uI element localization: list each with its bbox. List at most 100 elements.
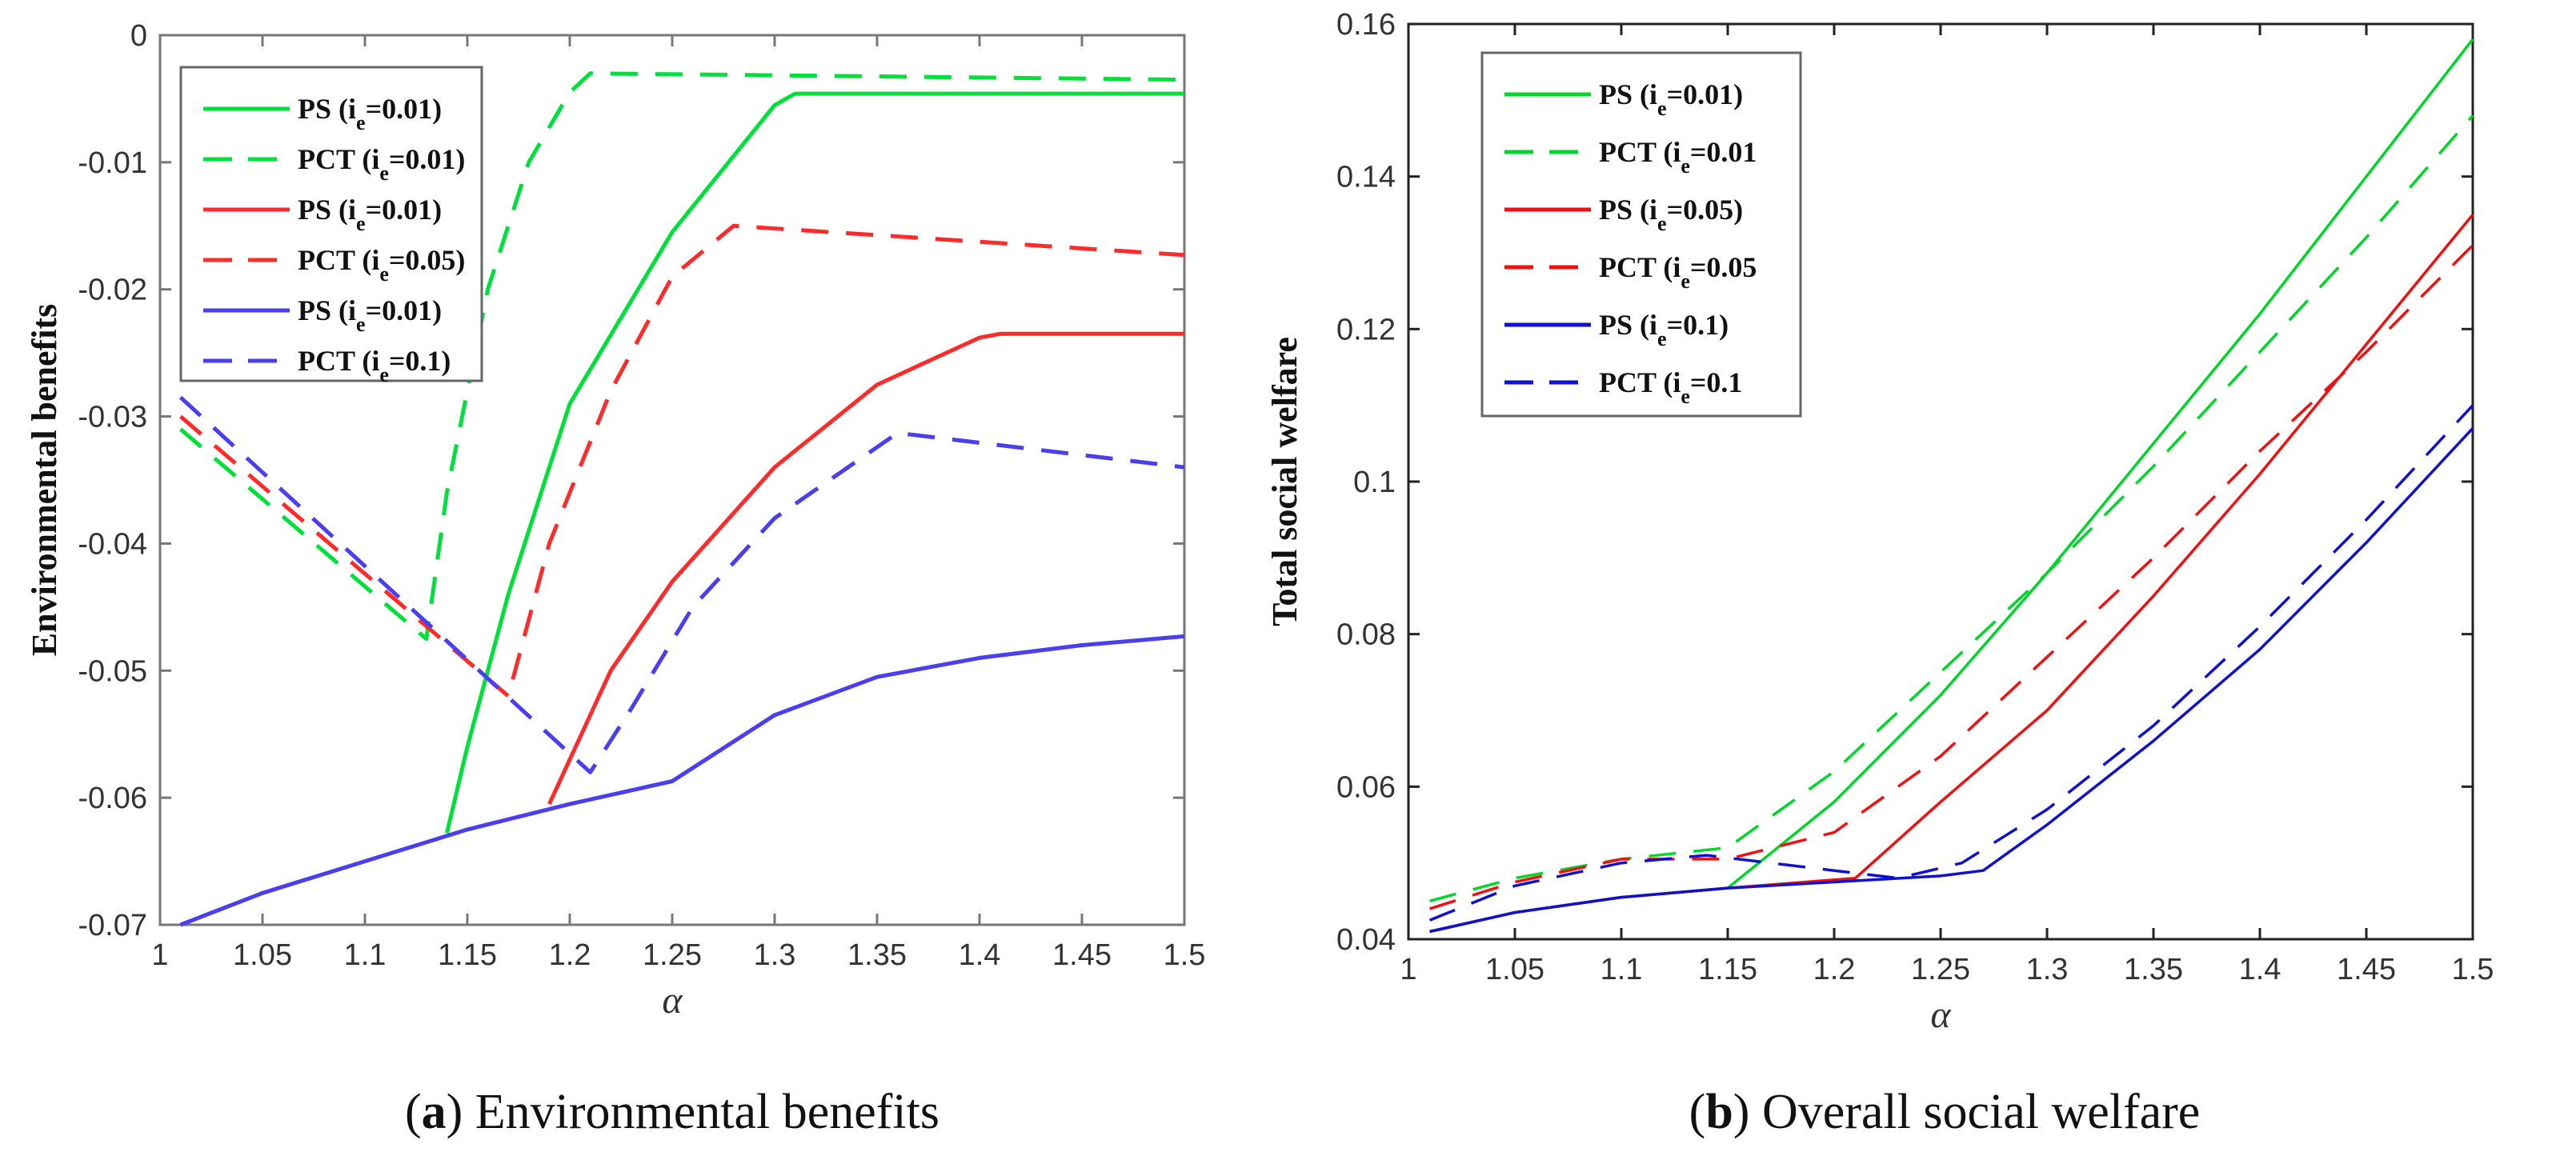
x-axis-label: α	[1930, 994, 1951, 1036]
caption: (a) Environmental benefits	[405, 1085, 939, 1139]
legend-label-main: PCT (i	[298, 244, 379, 276]
legend-label-sub: e	[379, 162, 389, 185]
legend-label-sub: e	[1657, 327, 1667, 350]
legend-label-main: PS (i	[298, 194, 356, 226]
legend-label-sub: e	[356, 212, 366, 235]
legend-label: PS (ie=0.01)	[298, 93, 442, 134]
x-tick-label: 1.45	[1052, 938, 1112, 972]
legend-item: PCT (ie=0.1)	[203, 345, 451, 386]
legend-item: PCT (ie=0.05	[1504, 251, 1757, 293]
legend-box	[179, 66, 483, 382]
legend-label-main: PS (i	[1599, 78, 1657, 110]
x-tick-label: 1	[1400, 953, 1416, 986]
x-tick-label: 1.05	[233, 938, 292, 972]
legend-item: PS (ie=0.01)	[203, 194, 442, 235]
x-tick-label: 1	[151, 938, 168, 972]
legend-label-main: PS (i	[298, 294, 356, 326]
legend-label: PCT (ie=0.1)	[298, 345, 451, 386]
legend-label: PS (ie=0.01)	[298, 294, 442, 336]
legend-label-sub: e	[379, 363, 389, 386]
series-line-0	[444, 91, 1184, 834]
y-axis-label: Total social welfare	[1265, 337, 1304, 626]
legend-label-end: =0.01)	[366, 294, 443, 326]
legend-item: PCT (ie=0.1	[1504, 366, 1742, 408]
x-tick-label: 1.4	[2239, 953, 2282, 986]
y-tick-label: 0.14	[1336, 161, 1396, 194]
x-tick-label: 1.15	[438, 938, 497, 972]
x-tick-label: 1.3	[754, 938, 796, 972]
caption-letter: b	[1705, 1085, 1733, 1139]
legend-label: PS (ie=0.05)	[1599, 194, 1743, 235]
x-tick-label: 1.25	[1911, 953, 1970, 986]
caption-text: Overall social welfare	[1762, 1085, 2200, 1139]
caption-paren-open: (	[405, 1085, 422, 1139]
legend-label: PCT (ie=0.01)	[298, 143, 465, 185]
x-tick-label: 1.2	[549, 938, 591, 972]
y-tick-label: -0.04	[78, 527, 147, 561]
legend-item: PCT (ie=0.01	[1504, 136, 1757, 178]
series-line-3	[1429, 244, 2474, 910]
legend-label-end: =0.1	[1690, 366, 1743, 398]
x-tick-label: 1.35	[2124, 953, 2183, 986]
legend-item: PS (ie=0.01)	[1504, 78, 1743, 120]
legend-label-main: PCT (i	[298, 345, 379, 377]
y-axis-label: Environmental benefits	[25, 304, 64, 656]
caption-paren-close: )	[1733, 1085, 1762, 1139]
x-tick-label: 1.05	[1485, 953, 1544, 986]
legend-label-end: =0.01)	[366, 93, 443, 125]
x-tick-label: 1.2	[1813, 953, 1856, 986]
legend-label-end: =0.1)	[1667, 309, 1729, 341]
legend-label-main: PS (i	[298, 93, 356, 125]
x-tick-label: 1.15	[1698, 953, 1757, 986]
legend-item: PS (ie=0.05)	[1504, 194, 1743, 235]
legend-label-sub: e	[1681, 385, 1690, 408]
y-tick-label: 0.1	[1353, 466, 1396, 499]
x-tick-label: 1.1	[344, 938, 387, 972]
series-line-5	[178, 395, 1185, 774]
y-tick-label: -0.05	[78, 654, 147, 688]
legend-label-end: =0.01)	[366, 194, 443, 226]
legend-label-end: =0.1)	[389, 345, 451, 377]
legend-label: PS (ie=0.01)	[1599, 78, 1743, 120]
legend-label: PCT (ie=0.1	[1599, 366, 1742, 408]
legend-item: PCT (ie=0.05)	[203, 244, 465, 286]
legend-label-sub: e	[379, 262, 389, 286]
series-line-3	[178, 223, 1185, 698]
y-tick-label: 0	[130, 19, 147, 53]
x-tick-label: 1.25	[643, 938, 702, 972]
y-tick-label: -0.03	[78, 401, 147, 434]
x-tick-label: 1.5	[1164, 938, 1206, 972]
series-line-5	[1428, 404, 2474, 922]
series-line-4	[179, 634, 1185, 927]
y-tick-label: -0.01	[78, 146, 147, 180]
legend-label-end: =0.01)	[1667, 78, 1744, 110]
legend-label: PCT (ie=0.05)	[298, 244, 465, 286]
caption: (b) Overall social welfare	[1689, 1085, 2201, 1139]
legend-label-main: PCT (i	[1599, 251, 1681, 283]
legend-box	[1480, 51, 1802, 418]
legend-label-end: =0.01)	[389, 143, 466, 175]
legend: PS (ie=0.01)PCT (ie=0.01)PS (ie=0.01)PCT…	[179, 66, 483, 386]
x-tick-label: 1.45	[2337, 953, 2396, 986]
y-tick-label: -0.02	[78, 274, 147, 307]
legend-label: PCT (ie=0.05	[1599, 251, 1757, 293]
series-line-2	[547, 331, 1184, 806]
legend-label: PCT (ie=0.01	[1599, 136, 1757, 178]
y-tick-label: 0.12	[1336, 313, 1396, 346]
y-tick-label: 0.04	[1336, 923, 1396, 957]
legend-label-sub: e	[1657, 97, 1667, 120]
legend-label: PS (ie=0.1)	[1599, 309, 1729, 350]
y-tick-label: -0.06	[78, 782, 147, 815]
legend-label-end: =0.01	[1690, 136, 1757, 168]
legend-label-sub: e	[356, 111, 366, 134]
legend-label-sub: e	[356, 313, 366, 336]
chart-panel-a: 1 1.05 1.1 1.15 1.2 1.25 1.3 1.35 1.4 1.45 1.5 -0.0…	[25, 19, 1205, 1022]
caption-text: Environmental benefits	[475, 1085, 939, 1139]
legend-item: PS (ie=0.1)	[1504, 309, 1729, 350]
legend-item: PCT (ie=0.01)	[203, 143, 465, 185]
legend-label-main: PS (i	[1599, 194, 1657, 226]
y-tick-label: 0.08	[1336, 618, 1396, 652]
y-tick-label: -0.07	[78, 909, 147, 942]
legend-label-sub: e	[1681, 270, 1690, 293]
